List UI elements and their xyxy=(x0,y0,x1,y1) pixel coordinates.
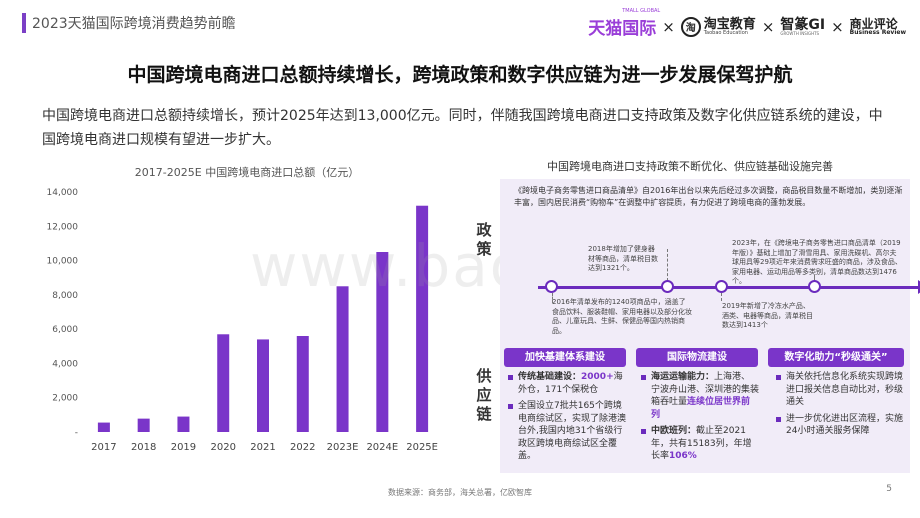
y-tick-label: - xyxy=(75,428,78,438)
y-tick-label: 14,000 xyxy=(47,188,79,198)
y-tick-label: 10,000 xyxy=(47,257,79,267)
timeline-note-2018: 2018年增加了健身器材等商品，清单税目数达到1321个。 xyxy=(588,245,658,272)
taobao-logo: 淘 淘宝教育 Taobao Education xyxy=(680,16,756,37)
x-tick-label: 2021 xyxy=(250,442,275,453)
x-tick-label: 2025E xyxy=(406,442,438,453)
bar-2022 xyxy=(296,336,309,432)
x-tick-label: 2023E xyxy=(327,442,359,453)
timeline-dash xyxy=(552,293,553,303)
list-item: 海运运输能力：上海港、宁波舟山港、深圳港的集装箱吞吐量连续位居世界前列 xyxy=(641,371,759,421)
bar-2017 xyxy=(97,422,110,432)
bar-2018 xyxy=(137,418,150,432)
policy-side-label: 政策 xyxy=(476,221,492,258)
times-separator: × xyxy=(831,17,844,36)
x-tick-label: 2020 xyxy=(210,442,235,453)
bar-2020 xyxy=(217,334,230,432)
import-total-chart: 2017-2025E 中国跨境电商进口总额（亿元） - 2,000 4,000 6,0… xyxy=(42,158,452,480)
bar-2019 xyxy=(177,416,190,432)
timeline-axis xyxy=(538,286,918,289)
timeline-node-2018 xyxy=(661,280,674,293)
list-item: 进一步优化进出区流程，实施24小时通关服务保障 xyxy=(776,413,904,438)
x-tick-label: 2022 xyxy=(290,442,315,453)
page-headline: 中国跨境电商进口总额持续增长，跨境政策和数字供应链为进一步发展保驾护航 xyxy=(127,64,793,86)
zhice-logo: 智篆GI GROWTH INSIGHTS xyxy=(780,16,826,36)
timeline-dash xyxy=(667,249,668,281)
timeline-note-2019: 2019年新增了冷冻水产品、酒类、电器等商品，清单税目数达到1413个 xyxy=(722,302,813,329)
policy-box: 《跨境电子商务零售进口商品清单》自2016年出台以来先后经过多次调整，商品税目数… xyxy=(500,179,920,473)
y-tick-label: 12,000 xyxy=(47,222,79,232)
tmall-logo: 天猫国际 TMALL GLOBAL xyxy=(588,8,661,39)
list-item: 海关依托信息化系统实现跨境进口报关信息自动比对，秒级通关 xyxy=(776,371,904,409)
policy-description: 《跨境电子商务零售进口商品清单》自2016年出台以来先后经过多次调整，商品税目数… xyxy=(514,186,903,207)
y-tick-label: 6,000 xyxy=(52,325,78,335)
y-tick-label: 4,000 xyxy=(52,359,78,369)
infrastructure-column: 传统基础建设：2000+海外仓，171个保税仓 全国设立7批共165个跨境电商综… xyxy=(508,371,626,467)
list-item: 中欧班列：截止至2021年，共有15183列，年增长率106% xyxy=(641,425,759,463)
taobao-icon: 淘 xyxy=(680,16,701,37)
x-tick-label: 2024E xyxy=(366,442,398,453)
bar-chart-svg: - 2,000 4,000 6,000 8,000 10,000 12,000 14,000 2… xyxy=(47,188,439,453)
digital-clearance-column: 海关依托信息化系统实现跨境进口报关信息自动比对，秒级通关 进一步优化进出区流程，… xyxy=(776,371,904,442)
page-number: 5 xyxy=(886,484,892,494)
list-item: 全国设立7批共165个跨境电商综试区，实现了除港澳台外,我国内地31个省级行政区… xyxy=(508,400,626,463)
logistics-pill: 国际物流建设 xyxy=(636,348,758,367)
chart-title: 2017-2025E 中国跨境电商进口总额（亿元） xyxy=(134,166,360,179)
header-accent-bar xyxy=(22,13,26,33)
x-tick-label: 2017 xyxy=(91,442,116,453)
infrastructure-pill: 加快基建体系建设 xyxy=(504,348,626,367)
bar-2024E xyxy=(376,252,389,432)
partner-logos: 天猫国际 TMALL GLOBAL × 淘 淘宝教育 Taobao Educat… xyxy=(588,8,906,39)
data-source-note: 数据来源：商务部，海关总署，亿欧智库 xyxy=(388,488,532,497)
timeline-node-2019 xyxy=(715,280,728,293)
supply-chain-side-label: 供应链 xyxy=(476,367,492,423)
bar-2023E xyxy=(336,286,349,432)
timeline-node-2023 xyxy=(808,280,821,293)
times-separator: × xyxy=(761,17,775,36)
y-tick-label: 2,000 xyxy=(52,394,78,404)
business-review-logo: 商业评论 Business Review xyxy=(849,16,906,36)
timeline-note-2023: 2023年，在《跨境电子商务零售进口商品清单（2019年版）》基础上增加了滑雪用… xyxy=(732,239,902,285)
times-separator: × xyxy=(662,17,675,36)
panel-title: 中国跨境电商进口支持政策不断优化、供应链基础设施完善 xyxy=(547,160,833,173)
timeline-note-2016: 2016年清单发布的1240项商品中，涵盖了食品饮料、服装鞋帽、家用电器以及部分… xyxy=(552,298,692,335)
bar-2021 xyxy=(257,339,269,432)
timeline-dash xyxy=(814,275,815,281)
policy-supply-panel: 中国跨境电商进口支持政策不断优化、供应链基础设施完善 政策 供应链 《跨境电子商… xyxy=(470,155,920,485)
header: 2023天猫国际跨境消费趋势前瞻 天猫国际 TMALL GLOBAL × 淘 淘… xyxy=(0,0,920,40)
intro-paragraph: 中国跨境电商进口总额持续增长，预计2025年达到13,000亿元。同时，伴随我国… xyxy=(42,108,883,148)
timeline-dash xyxy=(721,293,722,301)
header-title: 2023天猫国际跨境消费趋势前瞻 xyxy=(32,16,236,32)
timeline-arrow xyxy=(918,280,920,294)
bar-2025E xyxy=(416,205,429,432)
x-tick-label: 2019 xyxy=(171,442,196,453)
list-item: 传统基础建设：2000+海外仓，171个保税仓 xyxy=(508,371,626,396)
logistics-column: 海运运输能力：上海港、宁波舟山港、深圳港的集装箱吞吐量连续位居世界前列 中欧班列… xyxy=(641,371,759,467)
timeline-node-2016 xyxy=(545,280,558,293)
x-tick-label: 2018 xyxy=(131,442,156,453)
digital-clearance-pill: 数字化助力“秒级通关” xyxy=(768,348,904,367)
y-tick-label: 8,000 xyxy=(52,291,78,301)
